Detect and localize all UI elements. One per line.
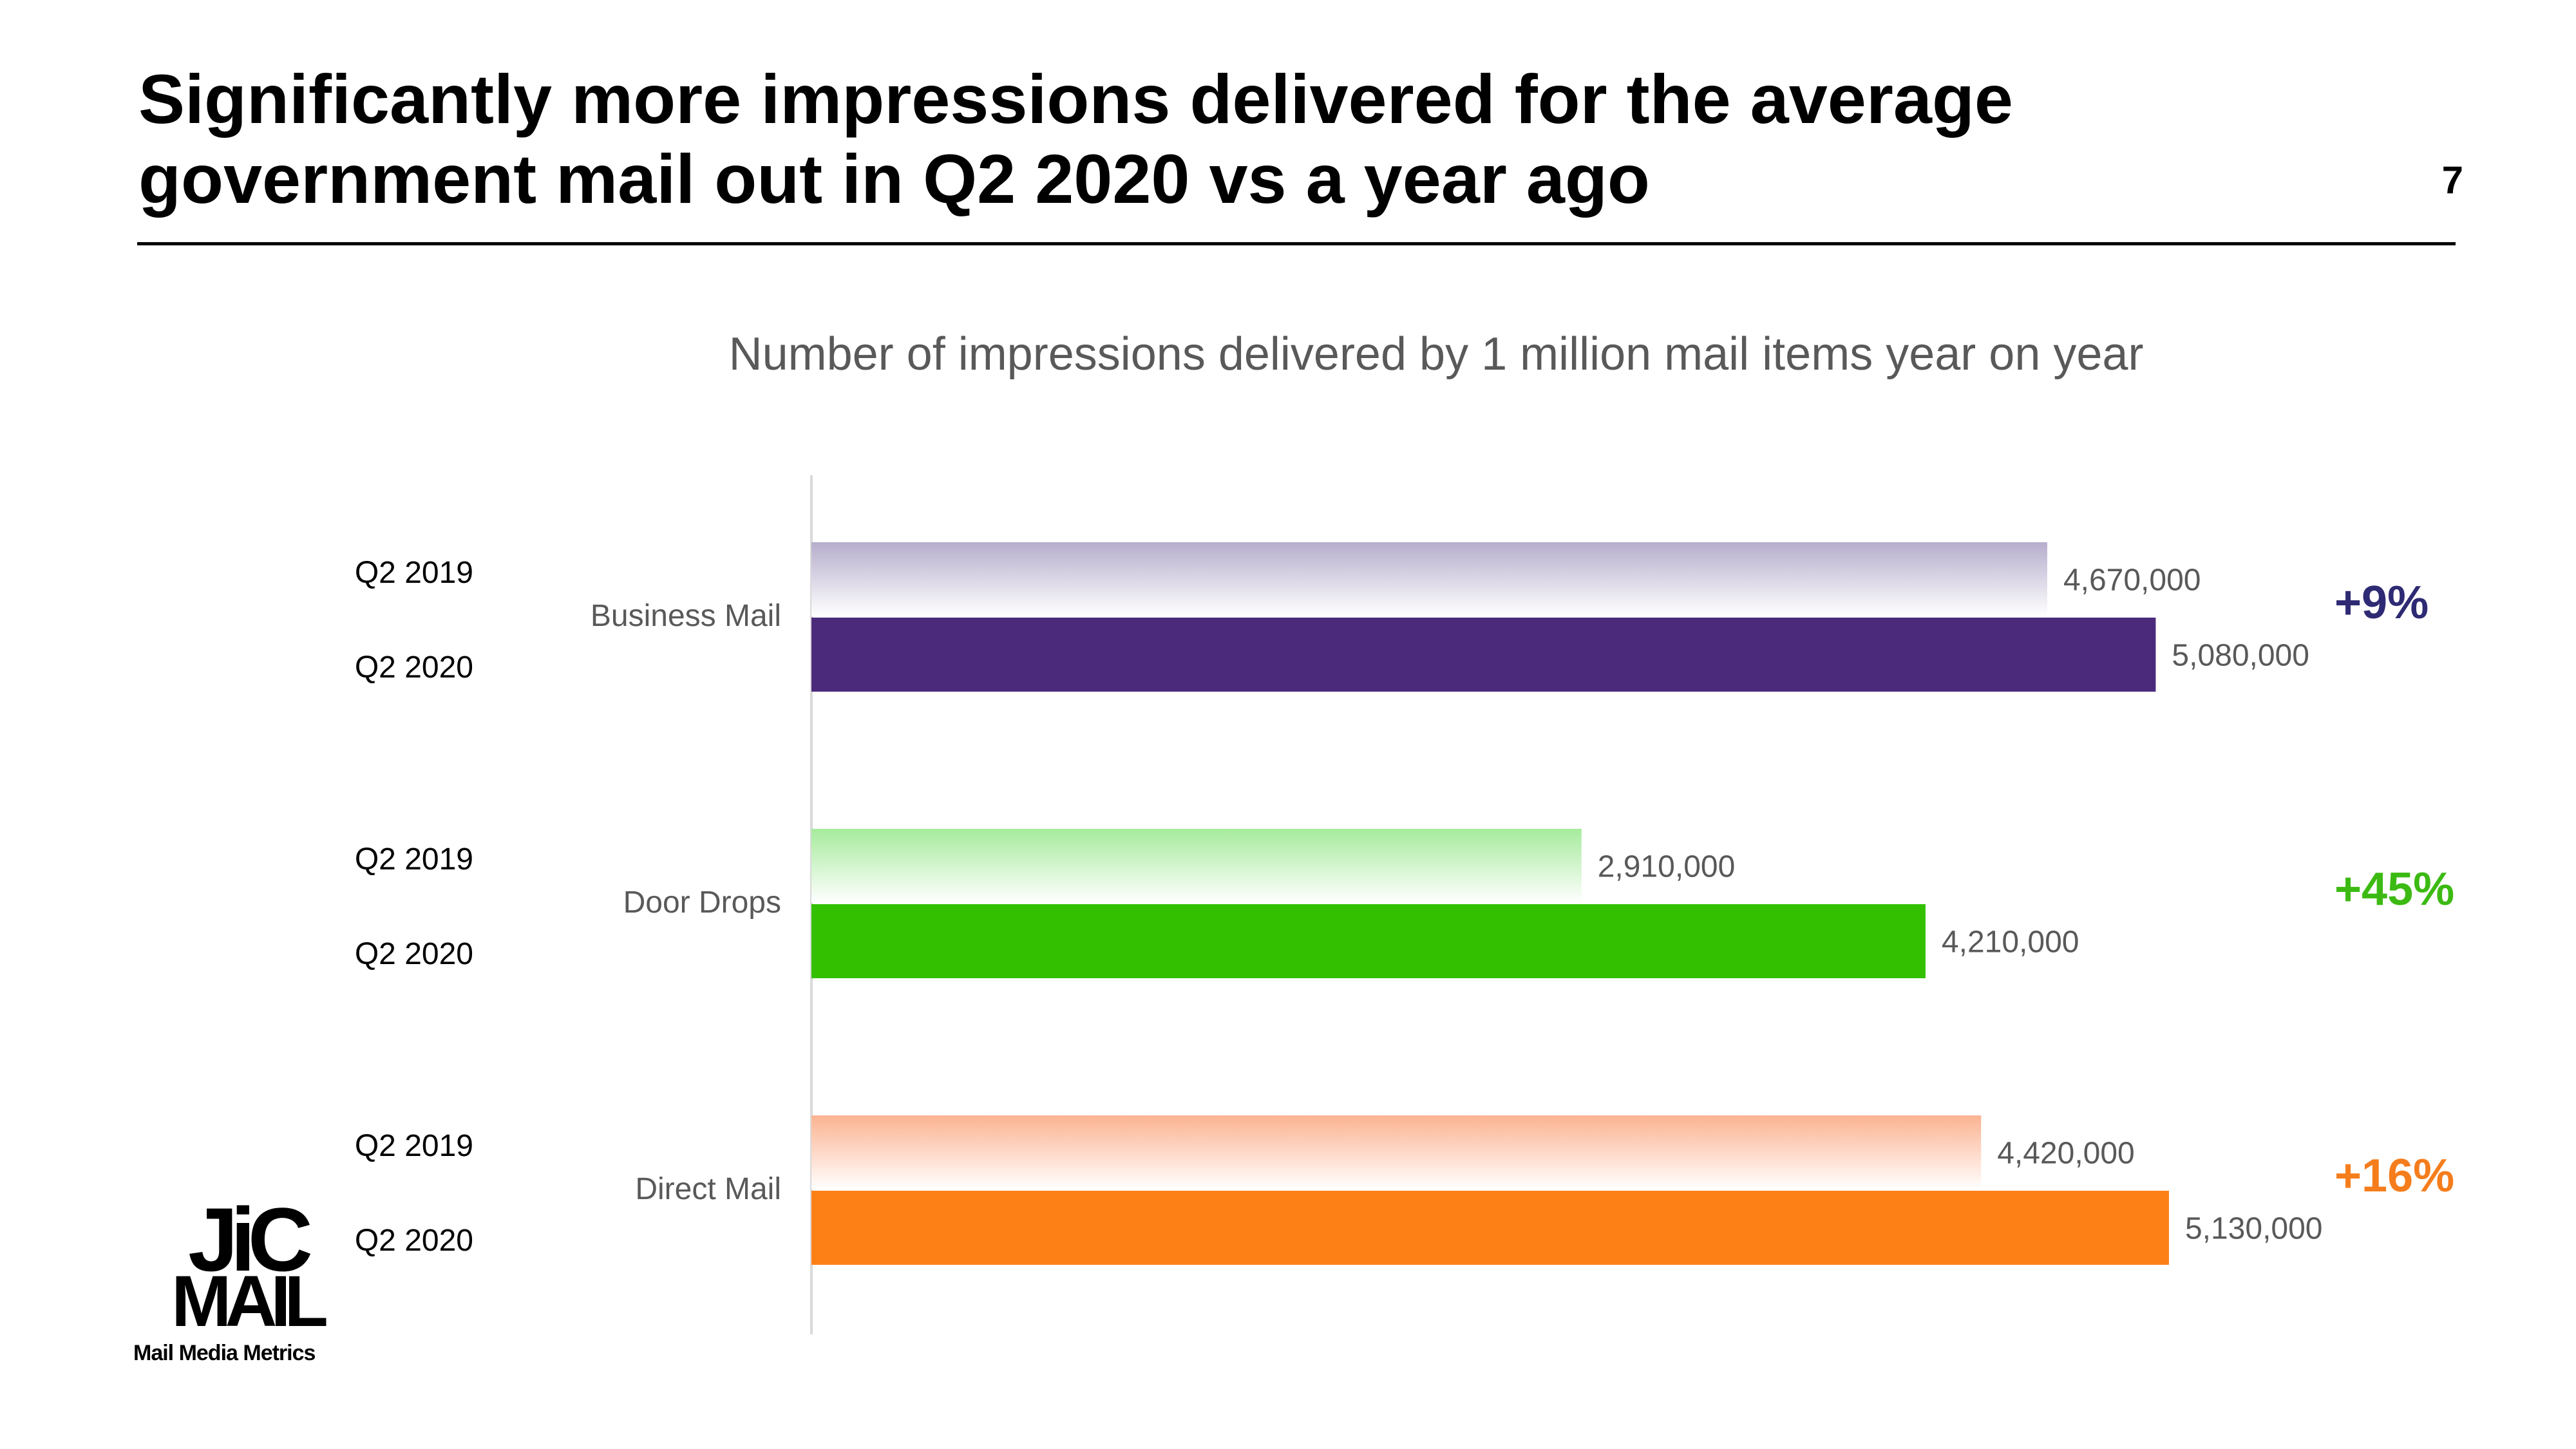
chart-title: Number of impressions delivered by 1 mil…: [728, 328, 2144, 380]
bar-door-drops-q2-2020: [811, 904, 1926, 978]
logo-line2: MAIL: [171, 1261, 328, 1341]
logo-line1: JiC: [188, 1189, 313, 1290]
data-label: 5,080,000: [2172, 639, 2309, 673]
bar-direct-mail-q2-2019: [811, 1115, 1982, 1189]
change-label: +16%: [2334, 1150, 2454, 1202]
change-label: +45%: [2334, 864, 2454, 915]
slide-title: Significantly more impressions delivered…: [138, 60, 2013, 218]
series-label: Q2 2020: [355, 650, 473, 685]
category-label: Business Mail: [591, 599, 781, 633]
bar-direct-mail-q2-2020: [811, 1191, 2169, 1265]
data-label: 4,420,000: [1997, 1137, 2135, 1171]
series-label: Q2 2020: [355, 1224, 473, 1258]
title-divider: [137, 242, 2456, 245]
series-label: Q2 2020: [355, 937, 473, 971]
data-label: 5,130,000: [2185, 1212, 2323, 1246]
data-label: 4,670,000: [2063, 564, 2201, 598]
series-label: Q2 2019: [355, 1129, 473, 1163]
jicmail-logo: JiC MAIL Mail Media Metrics: [133, 1195, 351, 1372]
bar-business-mail-q2-2019: [811, 542, 2047, 616]
category-label: Door Drops: [623, 886, 781, 920]
series-label: Q2 2019: [355, 842, 473, 876]
data-label: 2,910,000: [1598, 850, 1736, 884]
change-label: +9%: [2334, 577, 2429, 629]
category-label: Direct Mail: [635, 1172, 781, 1206]
series-label: Q2 2019: [355, 556, 473, 590]
data-label: 4,210,000: [1942, 925, 2079, 960]
bar-door-drops-q2-2019: [811, 829, 1582, 903]
page-number: 7: [2441, 158, 2463, 202]
logo-tagline: Mail Media Metrics: [133, 1341, 316, 1365]
bar-business-mail-q2-2020: [811, 618, 2156, 692]
